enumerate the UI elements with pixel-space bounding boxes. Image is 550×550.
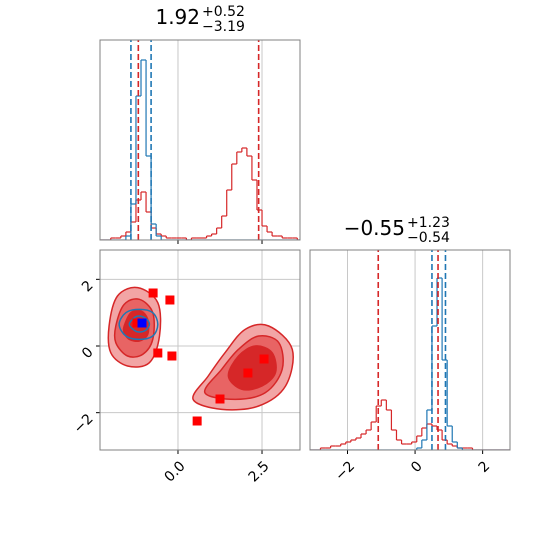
grid	[347, 250, 484, 450]
marker	[167, 351, 177, 361]
contour	[118, 308, 159, 341]
marker	[137, 318, 147, 328]
marker	[153, 348, 163, 358]
marker	[215, 394, 225, 404]
marker	[243, 368, 253, 378]
y-tick-label: 2	[79, 278, 97, 296]
title-lower: −0.54	[407, 230, 450, 246]
x-tick-label: 0.0	[162, 458, 189, 485]
x-tick-label: 2	[476, 458, 494, 476]
axes-frame	[309, 249, 511, 451]
plot-area	[107, 286, 294, 426]
marker	[132, 318, 142, 328]
axes-frame	[99, 39, 301, 241]
y-tick-label: −2	[71, 411, 97, 437]
marker	[192, 416, 202, 426]
title-value: −0.55	[344, 216, 405, 240]
contour	[128, 315, 151, 333]
plot-area	[310, 250, 510, 450]
grid	[177, 40, 263, 240]
x-tick-label: −2	[332, 458, 358, 484]
title-value: 1.92	[155, 5, 200, 29]
title-upper: +1.23	[407, 215, 450, 231]
x-tick-label: 2.5	[246, 458, 273, 485]
axes-frame	[99, 249, 301, 451]
marker	[165, 295, 175, 305]
y-tick-label: 0	[79, 344, 97, 362]
marker	[148, 288, 158, 298]
x-tick-label: 0	[408, 458, 426, 476]
title-upper: +0.52	[202, 4, 245, 20]
title-lower: −3.19	[202, 19, 245, 35]
marker	[259, 354, 269, 364]
plot-area	[100, 40, 300, 240]
